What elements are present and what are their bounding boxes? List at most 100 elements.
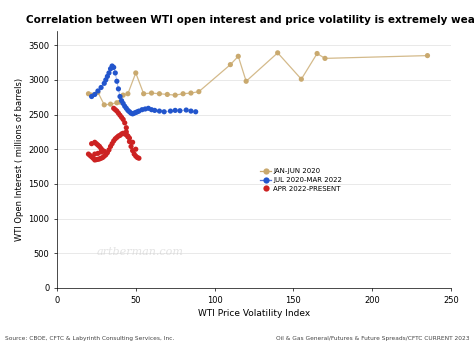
- Point: [100, 149, 108, 154]
- Point: [90, 155, 97, 161]
- Point: [134, 155, 141, 160]
- Point: [107, 144, 114, 149]
- Point: [187, 90, 195, 96]
- Point: [88, 92, 95, 98]
- Point: [127, 110, 135, 116]
- Point: [94, 88, 102, 94]
- Point: [107, 102, 114, 107]
- Point: [167, 108, 174, 114]
- Point: [155, 91, 163, 96]
- Point: [140, 91, 147, 96]
- Text: Source: CBOE, CFTC & Labyrinth Consulting Services, Inc.: Source: CBOE, CFTC & Labyrinth Consultin…: [5, 336, 174, 341]
- Point: [118, 115, 125, 120]
- Point: [130, 151, 138, 157]
- Point: [85, 91, 92, 96]
- Point: [96, 156, 103, 162]
- Point: [119, 92, 127, 98]
- Point: [138, 107, 146, 113]
- Text: Oil & Gas General/Futures & Future Spreads/CFTC CURRENT 2023: Oil & Gas General/Futures & Future Sprea…: [276, 336, 469, 341]
- Point: [121, 131, 128, 137]
- Point: [92, 157, 100, 162]
- Point: [94, 142, 102, 148]
- Point: [118, 131, 125, 137]
- Point: [113, 135, 121, 140]
- Point: [91, 157, 99, 163]
- Point: [134, 109, 141, 115]
- Point: [141, 106, 149, 112]
- Point: [124, 91, 132, 96]
- Point: [321, 56, 329, 61]
- Point: [119, 131, 127, 136]
- Point: [313, 51, 321, 56]
- Point: [115, 86, 122, 92]
- Point: [121, 104, 128, 109]
- Point: [91, 151, 99, 157]
- Point: [115, 110, 122, 116]
- Point: [242, 79, 250, 84]
- Point: [129, 148, 137, 153]
- Point: [119, 117, 127, 122]
- Point: [119, 101, 127, 106]
- Point: [122, 125, 130, 130]
- Point: [195, 89, 202, 94]
- Point: [187, 108, 195, 114]
- Point: [97, 85, 105, 90]
- Point: [94, 90, 102, 95]
- Point: [115, 133, 122, 139]
- Point: [179, 91, 187, 96]
- Point: [94, 151, 102, 156]
- Point: [127, 144, 135, 149]
- Point: [298, 76, 305, 82]
- Point: [116, 133, 124, 138]
- Point: [164, 92, 171, 97]
- Point: [94, 156, 102, 162]
- Point: [100, 153, 108, 159]
- Point: [111, 70, 119, 76]
- Point: [111, 107, 119, 113]
- Point: [107, 66, 114, 72]
- Point: [116, 113, 124, 118]
- Point: [111, 136, 119, 142]
- Point: [110, 138, 118, 144]
- Point: [88, 141, 95, 146]
- Point: [129, 140, 137, 145]
- Point: [99, 155, 107, 160]
- Point: [160, 109, 168, 115]
- Point: [110, 106, 118, 111]
- Point: [91, 140, 99, 145]
- Point: [104, 150, 111, 155]
- Point: [145, 106, 152, 111]
- Point: [109, 63, 116, 69]
- Point: [88, 94, 95, 99]
- Point: [109, 141, 116, 146]
- Point: [110, 64, 118, 70]
- Point: [135, 155, 143, 161]
- Point: [118, 98, 125, 104]
- Point: [116, 94, 124, 99]
- Text: artberman.com: artberman.com: [96, 247, 183, 257]
- Point: [113, 108, 121, 114]
- Point: [148, 107, 155, 113]
- Point: [97, 149, 105, 155]
- Point: [85, 151, 92, 157]
- Point: [148, 90, 155, 96]
- Point: [96, 144, 103, 149]
- Point: [135, 108, 143, 114]
- Y-axis label: WTI Open Interest ( millions of barrels): WTI Open Interest ( millions of barrels): [15, 78, 24, 241]
- Point: [124, 133, 132, 139]
- Point: [104, 74, 111, 79]
- Point: [132, 146, 139, 152]
- Point: [132, 110, 139, 115]
- Point: [124, 134, 132, 140]
- Point: [227, 62, 234, 67]
- Point: [132, 70, 139, 76]
- Point: [129, 111, 137, 117]
- Legend: JAN-JUN 2020, JUL 2020-MAR 2022, APR 2022-PRESENT: JAN-JUN 2020, JUL 2020-MAR 2022, APR 202…: [257, 166, 345, 195]
- Point: [122, 132, 130, 138]
- Point: [176, 108, 184, 114]
- Point: [97, 146, 105, 151]
- Point: [122, 106, 130, 111]
- Point: [130, 110, 138, 116]
- Point: [124, 108, 132, 113]
- Point: [113, 100, 121, 106]
